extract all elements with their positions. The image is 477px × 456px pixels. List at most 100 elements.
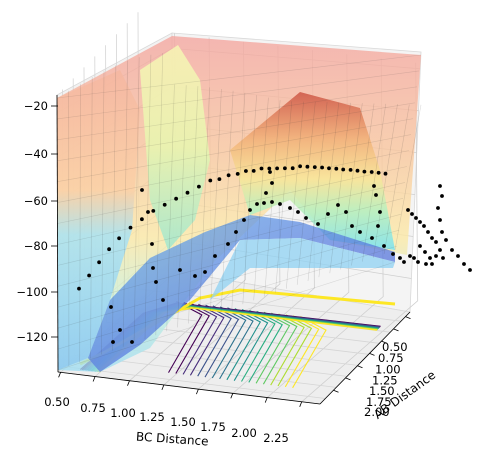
trajectory-point <box>438 218 442 222</box>
y-tick-label: 0.50 <box>382 340 408 354</box>
trajectory-point <box>362 169 367 174</box>
trajectory-point <box>298 164 302 169</box>
surface-valley <box>88 215 395 372</box>
trajectory-point <box>418 220 422 224</box>
trajectory-point <box>193 274 197 278</box>
surface-mesh-line <box>57 70 420 120</box>
trajectory-point <box>87 273 91 278</box>
trajectory-point <box>185 190 190 195</box>
surface-mesh-line <box>264 100 281 297</box>
x-tick <box>230 393 234 399</box>
x-tick-label: 0.50 <box>44 395 70 409</box>
surface-mesh-line <box>318 102 340 278</box>
trajectory-point <box>312 165 317 170</box>
trajectory-point <box>242 218 246 222</box>
trajectory-point <box>161 298 165 302</box>
trajectory-point <box>344 210 348 214</box>
surface-mesh-line <box>253 97 269 301</box>
surface-mesh-line <box>307 102 328 282</box>
y-tick-label: 1.00 <box>375 362 401 376</box>
trajectory-point <box>372 184 376 188</box>
surface-mesh-line <box>57 134 412 203</box>
trajectory-point <box>410 212 414 216</box>
trajectory-point <box>348 168 353 172</box>
trajectory-point <box>402 260 406 264</box>
trajectory-point <box>151 209 156 213</box>
trajectory-point <box>267 166 272 171</box>
y-tick <box>333 389 339 393</box>
surface-mesh-line <box>362 103 387 262</box>
trajectory-point <box>162 202 167 207</box>
trajectory-point <box>305 164 310 169</box>
trajectory-point <box>140 217 144 222</box>
surface-mesh-line <box>56 54 422 99</box>
trajectory-point <box>320 165 324 170</box>
y-tick <box>369 353 375 356</box>
trajectory-point <box>117 236 121 241</box>
x-tick <box>196 388 199 395</box>
trajectory-point <box>296 210 300 214</box>
y-tick <box>393 328 399 332</box>
trajectory-point <box>391 252 395 256</box>
trajectory-point <box>244 169 248 173</box>
trajectory-point <box>255 202 259 206</box>
trajectory-point <box>370 236 374 240</box>
trajectory-point <box>327 166 331 171</box>
trajectory-point <box>251 169 256 173</box>
z-tick-label: −40 <box>24 147 48 161</box>
x-tick <box>58 372 61 378</box>
y-tick <box>405 316 411 319</box>
x-tick-label: 0.75 <box>80 401 106 415</box>
trajectory-point <box>151 266 155 270</box>
trajectory-point <box>213 254 217 258</box>
trajectory-point <box>97 260 101 265</box>
surface-mesh-line <box>57 213 402 308</box>
trajectory-point <box>77 286 81 291</box>
trajectory-point <box>441 256 445 260</box>
surface-mesh-line <box>57 166 408 245</box>
surface-mesh-line <box>57 150 410 224</box>
surface-mesh-line <box>220 90 234 312</box>
surface-mesh-line <box>231 92 246 309</box>
surface-mesh-line <box>329 102 351 274</box>
surface-mesh-line <box>199 87 210 320</box>
trajectory-point <box>438 248 442 252</box>
trajectory-point <box>341 167 346 172</box>
surface-mesh-line <box>188 86 199 324</box>
trajectory-point <box>355 168 360 173</box>
z-tick-label: −60 <box>24 194 48 208</box>
trajectory-point <box>456 254 460 258</box>
surface-mesh-line <box>209 88 222 316</box>
trajectory-point <box>440 194 444 198</box>
z-tick-label: −120 <box>16 330 48 344</box>
x-tick-label: 1.00 <box>110 406 136 420</box>
y-tick-label: 2.00 <box>364 405 390 419</box>
y-tick-label: 1.75 <box>366 395 392 409</box>
trajectory-point <box>130 340 134 344</box>
surface-mesh-line <box>57 182 406 266</box>
trajectory-point <box>374 193 378 197</box>
trajectory-point <box>217 177 222 182</box>
x-tick <box>264 397 268 403</box>
surface-mesh-line <box>373 104 398 258</box>
trajectory-point <box>468 268 472 272</box>
trajectory-point <box>248 208 252 212</box>
z-tick-label: −80 <box>24 239 48 253</box>
surface-mesh-line <box>340 103 363 270</box>
trajectory-point <box>369 170 374 174</box>
surface-mesh-line <box>166 84 175 332</box>
x-tick-label: 2.00 <box>231 426 257 440</box>
trajectory-point <box>428 256 432 260</box>
x-tick-label: 1.75 <box>200 420 226 434</box>
surface-mesh-line <box>112 65 116 351</box>
x-gridline <box>301 62 419 403</box>
surface-mesh-line <box>133 57 140 343</box>
z-tick-label: −100 <box>16 285 48 299</box>
trajectory-point <box>434 254 438 258</box>
surface-ridge <box>230 92 395 250</box>
x-tick-label: 2.25 <box>263 431 289 445</box>
trajectory-point <box>416 260 420 264</box>
trajectory-point <box>304 216 308 220</box>
trajectory-point <box>208 178 213 183</box>
surface-mesh-line <box>57 229 400 329</box>
